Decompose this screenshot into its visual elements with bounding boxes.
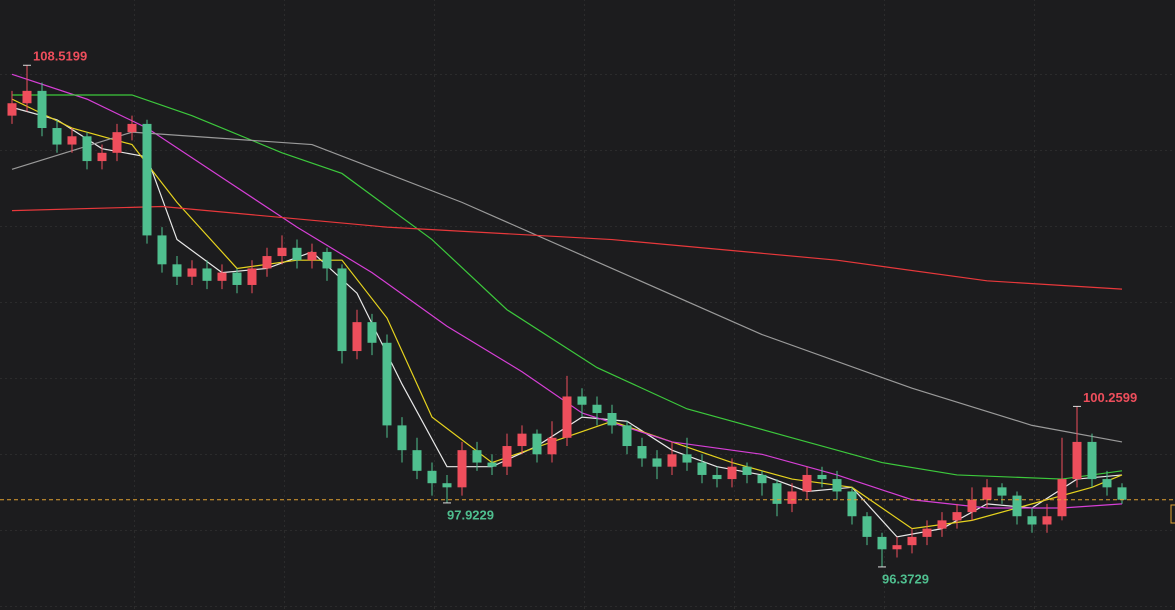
candle-body: [277, 247, 287, 257]
candle-body: [802, 474, 812, 492]
candle-body: [607, 412, 617, 426]
candle-body: [187, 268, 197, 277]
candle-body: [952, 512, 962, 521]
candle-body: [412, 450, 422, 471]
candle-body: [37, 90, 47, 129]
candle-body: [307, 251, 317, 261]
plot: [0, 64, 1175, 568]
candle-body: [712, 474, 722, 480]
candle-body: [772, 483, 782, 504]
candle-body: [142, 123, 152, 236]
ma-line: [12, 94, 1123, 480]
candle-body: [322, 251, 332, 269]
candle-body: [232, 272, 242, 285]
candle-body: [697, 462, 707, 475]
candle-body: [922, 528, 932, 537]
candle-body: [727, 466, 737, 480]
candle-body: [847, 491, 857, 517]
candle-body: [472, 450, 482, 463]
candle-body: [937, 520, 947, 529]
candle-body: [217, 272, 227, 281]
candle-body: [127, 123, 137, 133]
candle-body: [112, 132, 122, 153]
candle-body: [532, 433, 542, 455]
candle-body: [622, 425, 632, 447]
low-annotation: 96.3729: [882, 571, 929, 586]
candle-body: [1117, 487, 1127, 500]
candle-body: [487, 462, 497, 467]
candle-body: [757, 474, 767, 484]
candle-body: [787, 491, 797, 504]
candle-body: [1102, 479, 1112, 488]
ma-line: [11, 131, 1123, 443]
candle-body: [997, 487, 1007, 496]
candle-body: [202, 268, 212, 281]
candle-body: [577, 396, 587, 405]
candle-body: [652, 458, 662, 467]
candle-body: [562, 396, 572, 438]
candle-body: [742, 466, 752, 475]
candle-body: [817, 474, 827, 480]
high-annotation: 100.2599: [1083, 390, 1137, 405]
candle-body: [592, 404, 602, 413]
price-tag: [1170, 504, 1175, 524]
candle-body: [172, 264, 182, 277]
candle-body: [397, 425, 407, 451]
candle-body: [667, 454, 677, 467]
candle-body: [52, 128, 62, 145]
candle-body: [877, 536, 887, 550]
candle-body: [982, 487, 992, 500]
candle-body: [1012, 495, 1022, 517]
candle-body: [67, 136, 77, 145]
candle-body: [967, 499, 977, 513]
low-annotation: 97.9229: [447, 507, 494, 522]
candle-body: [157, 235, 167, 265]
high-annotation: 108.5199: [33, 49, 87, 64]
candle-body: [7, 103, 17, 116]
candle-body: [352, 322, 362, 352]
candle-body: [502, 446, 512, 467]
candle-body: [547, 437, 557, 455]
candle-body: [1072, 441, 1082, 480]
candle-body: [292, 247, 302, 261]
candle-body: [862, 516, 872, 537]
candle-body: [907, 536, 917, 546]
ma-line: [11, 73, 1123, 509]
candle-body: [97, 152, 107, 162]
candle-body: [367, 322, 377, 343]
candle-body: [1042, 516, 1052, 525]
candle-body: [457, 450, 467, 488]
candle-body: [262, 256, 272, 269]
candle-body: [427, 470, 437, 484]
candle-body: [832, 479, 842, 492]
candle-body: [637, 446, 647, 459]
candle-body: [892, 545, 902, 550]
ma-line: [11, 205, 1123, 290]
candle-body: [682, 454, 692, 463]
candle-body: [82, 136, 92, 162]
candle-body: [1027, 516, 1037, 525]
candle-body: [442, 483, 452, 488]
candle-body: [1087, 441, 1097, 480]
candle-body: [337, 268, 347, 352]
candle-body: [22, 90, 32, 104]
candle-body: [517, 433, 527, 447]
candle-body: [382, 342, 392, 426]
ma-line: [11, 106, 1123, 538]
candle-body: [1057, 479, 1067, 517]
candle-body: [247, 268, 257, 285]
